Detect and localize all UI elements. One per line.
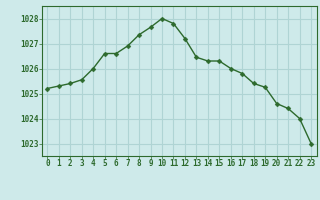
Text: Graphe pression niveau de la mer (hPa): Graphe pression niveau de la mer (hPa)	[48, 182, 272, 192]
